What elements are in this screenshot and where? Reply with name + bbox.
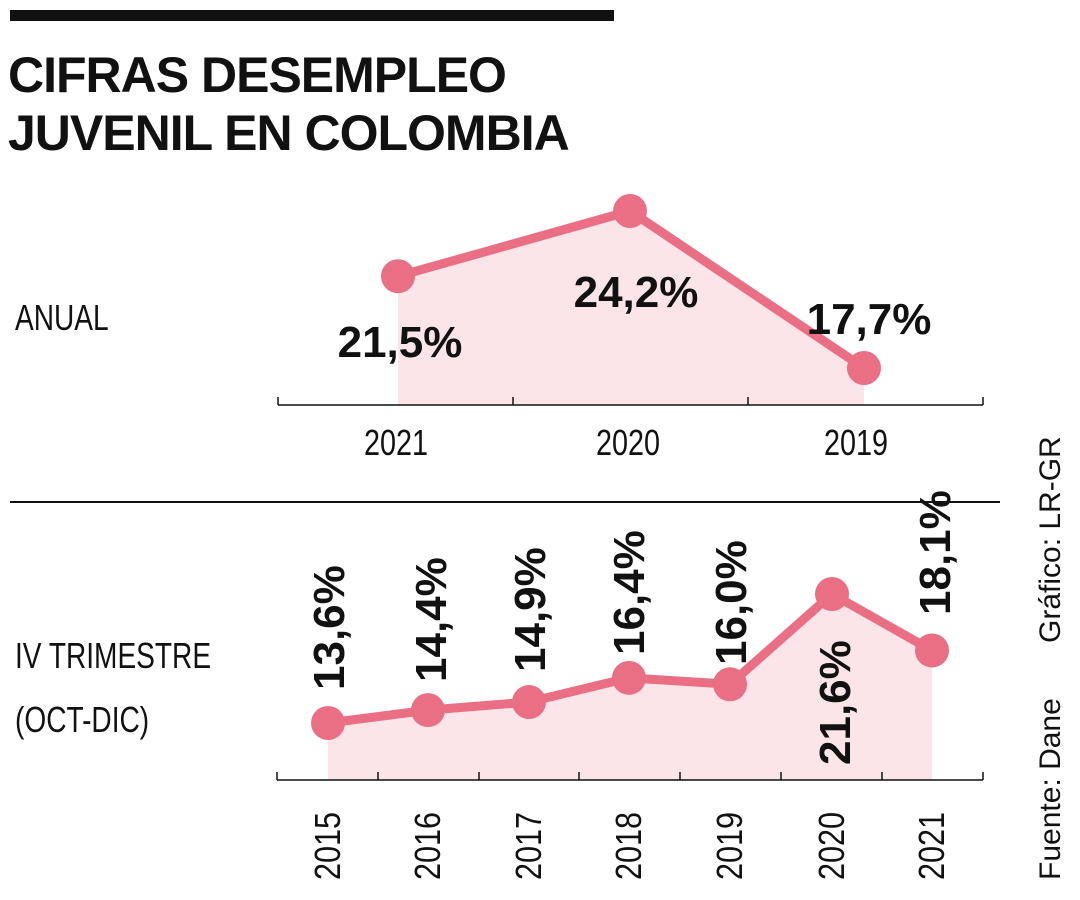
quarter-value-label-2015: 13,6% [305, 565, 354, 690]
quarter-point-2020 [815, 577, 849, 611]
quarter-point-2018 [612, 660, 646, 695]
header-rule [10, 10, 614, 21]
quarter-value-label-2016: 14,4% [407, 557, 456, 682]
quarter-section-label-line-2: (OCT-DIC) [15, 699, 150, 740]
chart-title-line-2: JUVENIL EN COLOMBIA [8, 105, 570, 161]
quarter-point-2016 [411, 693, 445, 728]
annual-area-fill [398, 211, 864, 405]
quarter-point-2019 [713, 667, 747, 702]
quarter-x-tick-label-2018: 2018 [610, 812, 650, 880]
chart-title: CIFRAS DESEMPLEO JUVENIL EN COLOMBIA [8, 46, 648, 162]
quarter-value-label-2020: 21,6% [811, 640, 860, 765]
annual-x-tick-label-2021: 2021 [364, 422, 428, 463]
chart-title-line-1: CIFRAS DESEMPLEO [8, 47, 507, 103]
annual-section-label: ANUAL [15, 297, 109, 338]
quarter-value-label-2019: 16,0% [707, 540, 756, 665]
quarter-x-tick-label-2019: 2019 [711, 812, 751, 880]
annual-value-label-2020: 24,2% [574, 268, 699, 317]
quarter-point-2021 [915, 633, 949, 668]
annual-point-2020 [613, 194, 647, 228]
quarter-value-label-2017: 14,9% [506, 547, 555, 672]
quarter-value-label-2018: 16,4% [605, 530, 654, 655]
section-divider [10, 501, 1000, 503]
graphic-credit: Gráfico: LR-GR [1034, 436, 1067, 643]
quarter-x-tick-label-2016: 2016 [409, 812, 449, 880]
quarter-section-label-line-1: IV TRIMESTRE [15, 635, 212, 676]
quarter-x-tick-label-2021: 2021 [913, 812, 953, 880]
quarter-point-2017 [512, 685, 546, 720]
annual-value-label-2019: 17,7% [807, 295, 932, 344]
annual-x-tick-label-2020: 2020 [596, 422, 660, 463]
quarter-x-tick-label-2017: 2017 [510, 812, 550, 880]
source-credit: Fuente: Dane [1034, 698, 1067, 880]
annual-point-2021 [381, 259, 415, 294]
quarter-x-tick-label-2020: 2020 [813, 812, 853, 880]
quarter-x-tick-label-2015: 2015 [309, 812, 349, 880]
annual-value-label-2021: 21,5% [338, 318, 463, 367]
quarter-point-2015 [311, 706, 345, 740]
annual-point-2019 [847, 351, 881, 385]
annual-x-tick-label-2019: 2019 [824, 422, 888, 463]
quarter-value-label-2021: 18,1% [911, 490, 960, 615]
